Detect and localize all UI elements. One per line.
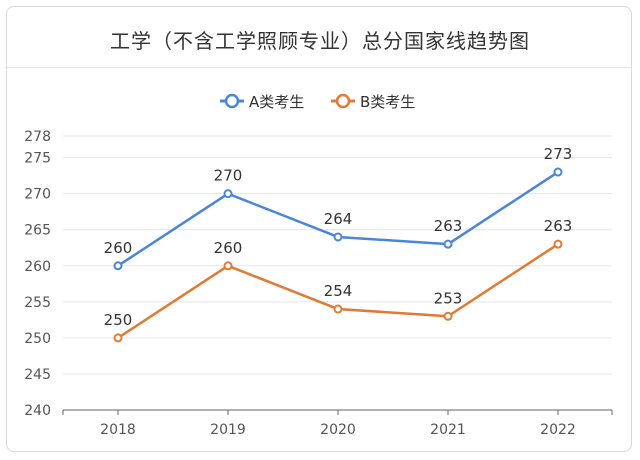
data-point [443, 311, 453, 321]
data-point [333, 232, 343, 242]
data-point [223, 261, 233, 271]
x-tick-label: 2020 [320, 422, 356, 438]
data-point [333, 304, 343, 314]
data-point [223, 189, 233, 199]
x-tick-label: 2021 [430, 422, 466, 438]
title-divider [7, 67, 631, 68]
x-tick-label: 2022 [540, 422, 576, 438]
data-label: 264 [324, 210, 353, 228]
y-tick-label: 250 [24, 331, 51, 347]
data-label: 273 [544, 145, 573, 163]
data-label: 250 [104, 311, 133, 329]
data-label: 253 [434, 289, 463, 307]
data-point [113, 333, 123, 343]
y-tick-label: 245 [24, 367, 51, 383]
data-label: 254 [324, 282, 353, 300]
data-point [553, 239, 563, 249]
y-tick-label: 255 [24, 295, 51, 311]
legend-label: A类考生 [249, 93, 304, 111]
data-point [553, 167, 563, 177]
data-label: 263 [434, 217, 463, 235]
y-tick-label: 270 [24, 187, 51, 203]
chart-title: 工学（不含工学照顾专业）总分国家线趋势图 [110, 29, 530, 53]
y-tick-label: 275 [24, 151, 51, 167]
legend-label: B类考生 [360, 93, 415, 111]
x-tick-label: 2018 [100, 422, 136, 438]
data-label: 263 [544, 217, 573, 235]
y-tick-label: 240 [24, 403, 51, 419]
data-point [113, 261, 123, 271]
data-label: 260 [214, 239, 243, 257]
data-label: 260 [104, 239, 133, 257]
y-tick-label: 265 [24, 223, 51, 239]
y-tick-label: 278 [24, 129, 51, 145]
x-tick-label: 2019 [210, 422, 246, 438]
data-label: 270 [214, 167, 243, 185]
y-tick-label: 260 [24, 259, 51, 275]
data-point [443, 239, 453, 249]
legend-marker [335, 93, 351, 109]
legend-marker [224, 93, 240, 109]
